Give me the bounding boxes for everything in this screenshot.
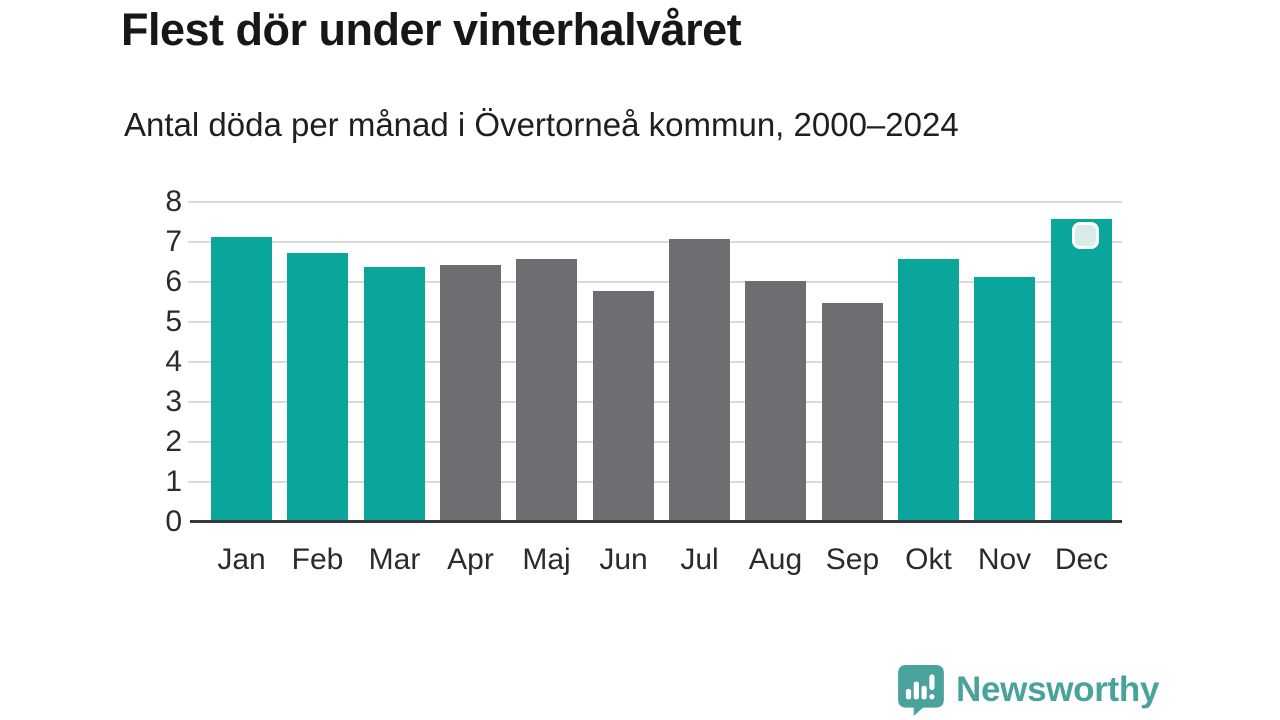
chart-subtitle: Antal döda per månad i Övertorneå kommun… — [124, 106, 959, 143]
y-axis-tick-2: 2 — [165, 425, 182, 458]
bar-feb — [287, 253, 348, 521]
x-axis-label-maj: Maj — [522, 543, 571, 576]
bar-jul — [669, 239, 730, 521]
speech-bubble-chart-icon — [898, 665, 944, 716]
gridline-8 — [188, 201, 1122, 203]
bar-sep — [822, 303, 883, 521]
page-title: Flest dör under vinterhalvåret — [121, 4, 742, 55]
newsworthy-logo: Newsworthy — [897, 664, 1159, 716]
gridline-1 — [188, 481, 1122, 483]
x-axis-label-okt: Okt — [905, 543, 952, 576]
selection-handle-dec[interactable] — [1072, 222, 1099, 249]
y-axis-tick-1: 1 — [165, 465, 182, 498]
x-axis-label-nov: Nov — [977, 543, 1032, 576]
bar-apr — [440, 265, 501, 521]
x-axis-label-feb: Feb — [291, 543, 344, 576]
gridline-3 — [188, 401, 1122, 403]
x-axis-label-apr: Apr — [447, 543, 494, 576]
bar-dec — [1051, 219, 1112, 521]
y-axis-tick-5: 5 — [165, 305, 182, 338]
x-axis-label-jul: Jul — [680, 543, 719, 576]
newsworthy-wordmark: Newsworthy — [956, 670, 1160, 709]
x-axis-label-dec: Dec — [1054, 543, 1109, 576]
gridline-4 — [188, 361, 1122, 363]
gridline-2 — [188, 441, 1122, 443]
y-axis-tick-0: 0 — [165, 505, 182, 538]
bar-okt — [898, 259, 959, 521]
gridline-7 — [188, 241, 1122, 243]
bar-jan — [211, 237, 272, 521]
x-axis-label-sep: Sep — [825, 543, 880, 576]
bar-jun — [593, 291, 654, 521]
gridline-5 — [188, 321, 1122, 323]
y-axis-tick-7: 7 — [165, 225, 182, 258]
y-axis-tick-6: 6 — [165, 265, 182, 298]
bar-nov — [974, 277, 1035, 521]
x-axis-label-jan: Jan — [217, 543, 266, 576]
bar-mar — [364, 267, 425, 521]
bar-maj — [516, 259, 577, 521]
x-axis-label-jun: Jun — [599, 543, 648, 576]
y-axis-tick-4: 4 — [165, 345, 182, 378]
bar-aug — [745, 281, 806, 521]
y-axis-tick-8: 8 — [165, 185, 182, 218]
x-axis-line — [190, 520, 1122, 523]
gridline-6 — [188, 281, 1122, 283]
x-axis-label-mar: Mar — [368, 543, 421, 576]
y-axis-tick-3: 3 — [165, 385, 182, 418]
x-axis-label-aug: Aug — [748, 543, 803, 576]
